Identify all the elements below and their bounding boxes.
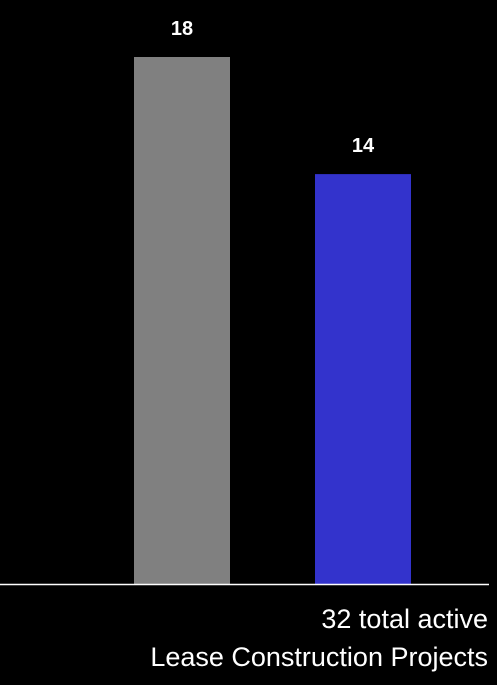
caption-subtitle: Lease Construction Projects xyxy=(150,642,488,672)
bar-1 xyxy=(134,57,230,584)
data-label-2: 14 xyxy=(352,135,375,157)
caption-total-active: 32 total active xyxy=(321,604,488,634)
bar-2 xyxy=(315,174,411,584)
data-label-1: 18 xyxy=(171,18,193,40)
